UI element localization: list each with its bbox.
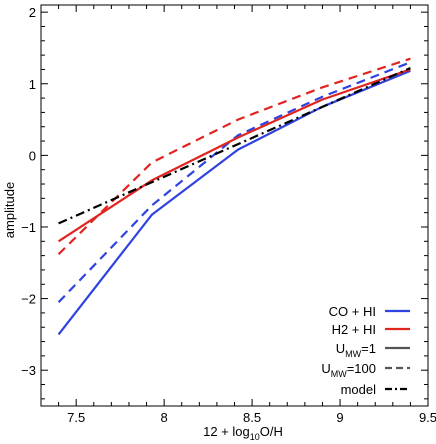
- series-line-co_hi-dashed: [57, 61, 411, 303]
- x-axis-label-suffix: O/H: [260, 424, 283, 439]
- y-tick-label: −1: [21, 220, 36, 235]
- legend-label-umw100: UMW=100: [321, 361, 376, 379]
- x-axis-label: 12 + log10O/H: [203, 424, 283, 442]
- legend-label-h2_hi: H2 + HI: [332, 322, 376, 337]
- legend-label-subscript: MW: [331, 369, 347, 379]
- x-tick-label: 7.5: [67, 410, 85, 425]
- legend-label-tail: =1: [361, 341, 376, 356]
- y-axis-label: amplitude: [2, 182, 17, 238]
- series-line-co_hi-solid: [57, 69, 411, 336]
- y-tick-label: 2: [29, 5, 36, 20]
- x-tick-label: 9.5: [419, 410, 436, 425]
- legend-label-main: U: [321, 361, 330, 376]
- legend-label-model: model: [341, 382, 377, 397]
- y-tick-label: −3: [21, 363, 36, 378]
- series-line-model-dashdot: [58, 66, 411, 225]
- y-tick-label: −2: [21, 292, 36, 307]
- legend-label-co_hi: CO + HI: [329, 304, 376, 319]
- legend-label-tail: =100: [347, 361, 376, 376]
- legend-label-main: U: [336, 341, 345, 356]
- legend-label-umw1: UMW=1: [336, 341, 376, 359]
- series-line-h2_hi-dashed: [57, 57, 411, 255]
- y-tick-label: 1: [29, 77, 36, 92]
- x-tick-label: 8: [161, 410, 168, 425]
- legend-label-subscript: MW: [345, 349, 361, 359]
- x-axis-label-prefix: 12 + log: [203, 424, 250, 439]
- x-tick-label: 9: [336, 410, 343, 425]
- x-tick-label: 8.5: [243, 410, 261, 425]
- series-line-h2_hi-solid: [57, 68, 411, 243]
- x-axis-label-subscript: 10: [250, 432, 260, 442]
- y-tick-label: 0: [29, 148, 36, 163]
